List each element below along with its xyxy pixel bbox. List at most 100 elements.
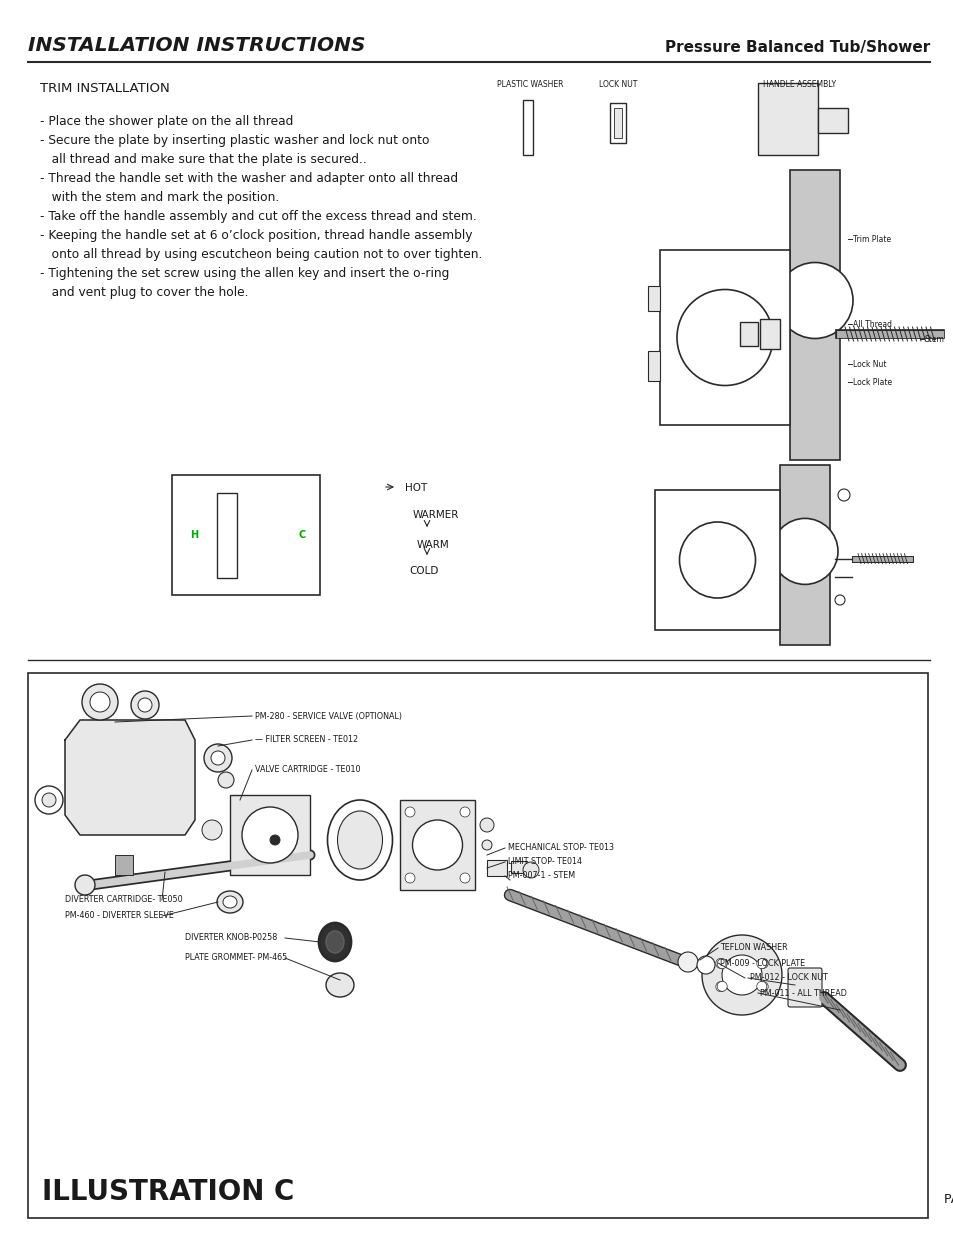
Circle shape (715, 958, 725, 968)
Circle shape (35, 785, 63, 814)
Text: INSTALLATION INSTRUCTIONS: INSTALLATION INSTRUCTIONS (28, 36, 365, 56)
Circle shape (701, 935, 781, 1015)
Text: DIVERTER KNOB-P0258: DIVERTER KNOB-P0258 (185, 934, 277, 942)
Text: LIMIT STOP- TE014: LIMIT STOP- TE014 (507, 857, 581, 867)
Ellipse shape (318, 923, 351, 961)
Circle shape (459, 806, 470, 818)
Bar (780, 466, 829, 645)
Text: Pressure Balanced Tub/Shower: Pressure Balanced Tub/Shower (664, 40, 929, 56)
Circle shape (717, 958, 726, 968)
Text: All Thread: All Thread (852, 320, 891, 329)
Circle shape (82, 684, 118, 720)
Circle shape (242, 806, 297, 863)
Text: PAGE 03: PAGE 03 (943, 1193, 953, 1207)
Ellipse shape (326, 973, 354, 997)
Bar (760, 319, 780, 350)
Text: LOCK NUT: LOCK NUT (598, 80, 637, 89)
Bar (511, 861, 526, 873)
Polygon shape (65, 720, 194, 835)
Text: PM-009 - LOCK PLATE: PM-009 - LOCK PLATE (720, 958, 804, 967)
Text: HANDLE ASSEMBLY: HANDLE ASSEMBLY (762, 80, 836, 89)
Text: PLASTIC WASHER: PLASTIC WASHER (497, 80, 562, 89)
Bar (758, 83, 817, 156)
Circle shape (412, 820, 462, 869)
Circle shape (715, 982, 725, 992)
Text: and vent plug to cover the hole.: and vent plug to cover the hole. (40, 287, 248, 299)
Text: PM-012 - LOCK NUT: PM-012 - LOCK NUT (749, 973, 827, 983)
Text: HOT: HOT (405, 483, 427, 493)
Text: — FILTER SCREEN - TE012: — FILTER SCREEN - TE012 (254, 736, 357, 745)
Circle shape (758, 958, 767, 968)
Circle shape (756, 982, 766, 992)
Text: - Tightening the set screw using the allen key and insert the o-ring: - Tightening the set screw using the all… (40, 267, 449, 280)
Text: Lock Nut: Lock Nut (852, 359, 885, 369)
Ellipse shape (223, 897, 236, 908)
Bar (740, 322, 758, 346)
Bar (216, 493, 236, 578)
Bar (647, 351, 659, 382)
Bar (172, 475, 319, 595)
Ellipse shape (216, 890, 243, 913)
Circle shape (837, 489, 849, 501)
Text: TRIM INSTALLATION: TRIM INSTALLATION (40, 82, 170, 95)
Circle shape (405, 873, 415, 883)
Text: PM-007-1 - STEM: PM-007-1 - STEM (507, 872, 575, 881)
Text: COLD: COLD (409, 566, 438, 576)
Circle shape (211, 751, 225, 764)
Text: MECHANICAL STOP- TE013: MECHANICAL STOP- TE013 (507, 844, 614, 852)
Circle shape (522, 862, 538, 878)
Bar (28, 673, 927, 1218)
Circle shape (204, 743, 232, 772)
Text: VALVE CARTRIDGE - TE010: VALVE CARTRIDGE - TE010 (254, 766, 360, 774)
Circle shape (270, 835, 280, 845)
Text: WARM: WARM (416, 540, 449, 550)
Text: PLATE GROMMET- PM-465: PLATE GROMMET- PM-465 (185, 953, 287, 962)
Circle shape (697, 956, 714, 974)
Bar (659, 249, 789, 425)
Ellipse shape (326, 931, 344, 953)
Text: - Keeping the handle set at 6 o’clock position, thread handle assembly: - Keeping the handle set at 6 o’clock po… (40, 228, 472, 242)
Ellipse shape (327, 800, 392, 881)
Bar (230, 795, 310, 876)
Bar (789, 170, 840, 459)
Text: - Take off the handle assembly and cut off the excess thread and stem.: - Take off the handle assembly and cut o… (40, 210, 476, 224)
Text: DIVERTER CARTRIDGE- TE050: DIVERTER CARTRIDGE- TE050 (65, 895, 182, 904)
Circle shape (717, 982, 726, 992)
Circle shape (758, 982, 767, 992)
Bar (655, 490, 780, 630)
Bar (614, 107, 621, 138)
Text: PM-280 - SERVICE VALVE (OPTIONAL): PM-280 - SERVICE VALVE (OPTIONAL) (254, 711, 401, 720)
Circle shape (679, 522, 755, 598)
Ellipse shape (337, 811, 382, 869)
Bar (522, 100, 533, 156)
Text: H: H (190, 530, 198, 540)
Circle shape (202, 820, 222, 840)
Circle shape (771, 519, 837, 584)
Circle shape (131, 692, 159, 719)
Circle shape (405, 806, 415, 818)
Text: WARMER: WARMER (413, 510, 459, 520)
Text: ILLUSTRATION C: ILLUSTRATION C (42, 1178, 294, 1207)
FancyBboxPatch shape (787, 968, 821, 1007)
Circle shape (479, 818, 494, 832)
Bar (647, 287, 659, 311)
Circle shape (42, 793, 56, 806)
Text: onto all thread by using escutcheon being caution not to over tighten.: onto all thread by using escutcheon bein… (40, 248, 482, 261)
Circle shape (721, 955, 761, 995)
Text: - Thread the handle set with the washer and adapter onto all thread: - Thread the handle set with the washer … (40, 172, 457, 185)
Text: - Secure the plate by inserting plastic washer and lock nut onto: - Secure the plate by inserting plastic … (40, 135, 429, 147)
Text: C: C (298, 530, 305, 540)
Circle shape (218, 772, 233, 788)
Text: PM-011 - ALL THREAD: PM-011 - ALL THREAD (760, 988, 846, 998)
Circle shape (138, 698, 152, 713)
Bar (399, 800, 475, 890)
Bar (115, 855, 132, 876)
Circle shape (75, 876, 95, 895)
Circle shape (776, 263, 852, 338)
Text: PM-460 - DIVERTER SLEEVE: PM-460 - DIVERTER SLEEVE (65, 911, 173, 920)
Circle shape (481, 840, 492, 850)
Circle shape (459, 873, 470, 883)
Text: Stem: Stem (924, 335, 943, 345)
Text: - Place the shower plate on the all thread: - Place the shower plate on the all thre… (40, 115, 294, 128)
Text: Lock Plate: Lock Plate (852, 378, 891, 387)
